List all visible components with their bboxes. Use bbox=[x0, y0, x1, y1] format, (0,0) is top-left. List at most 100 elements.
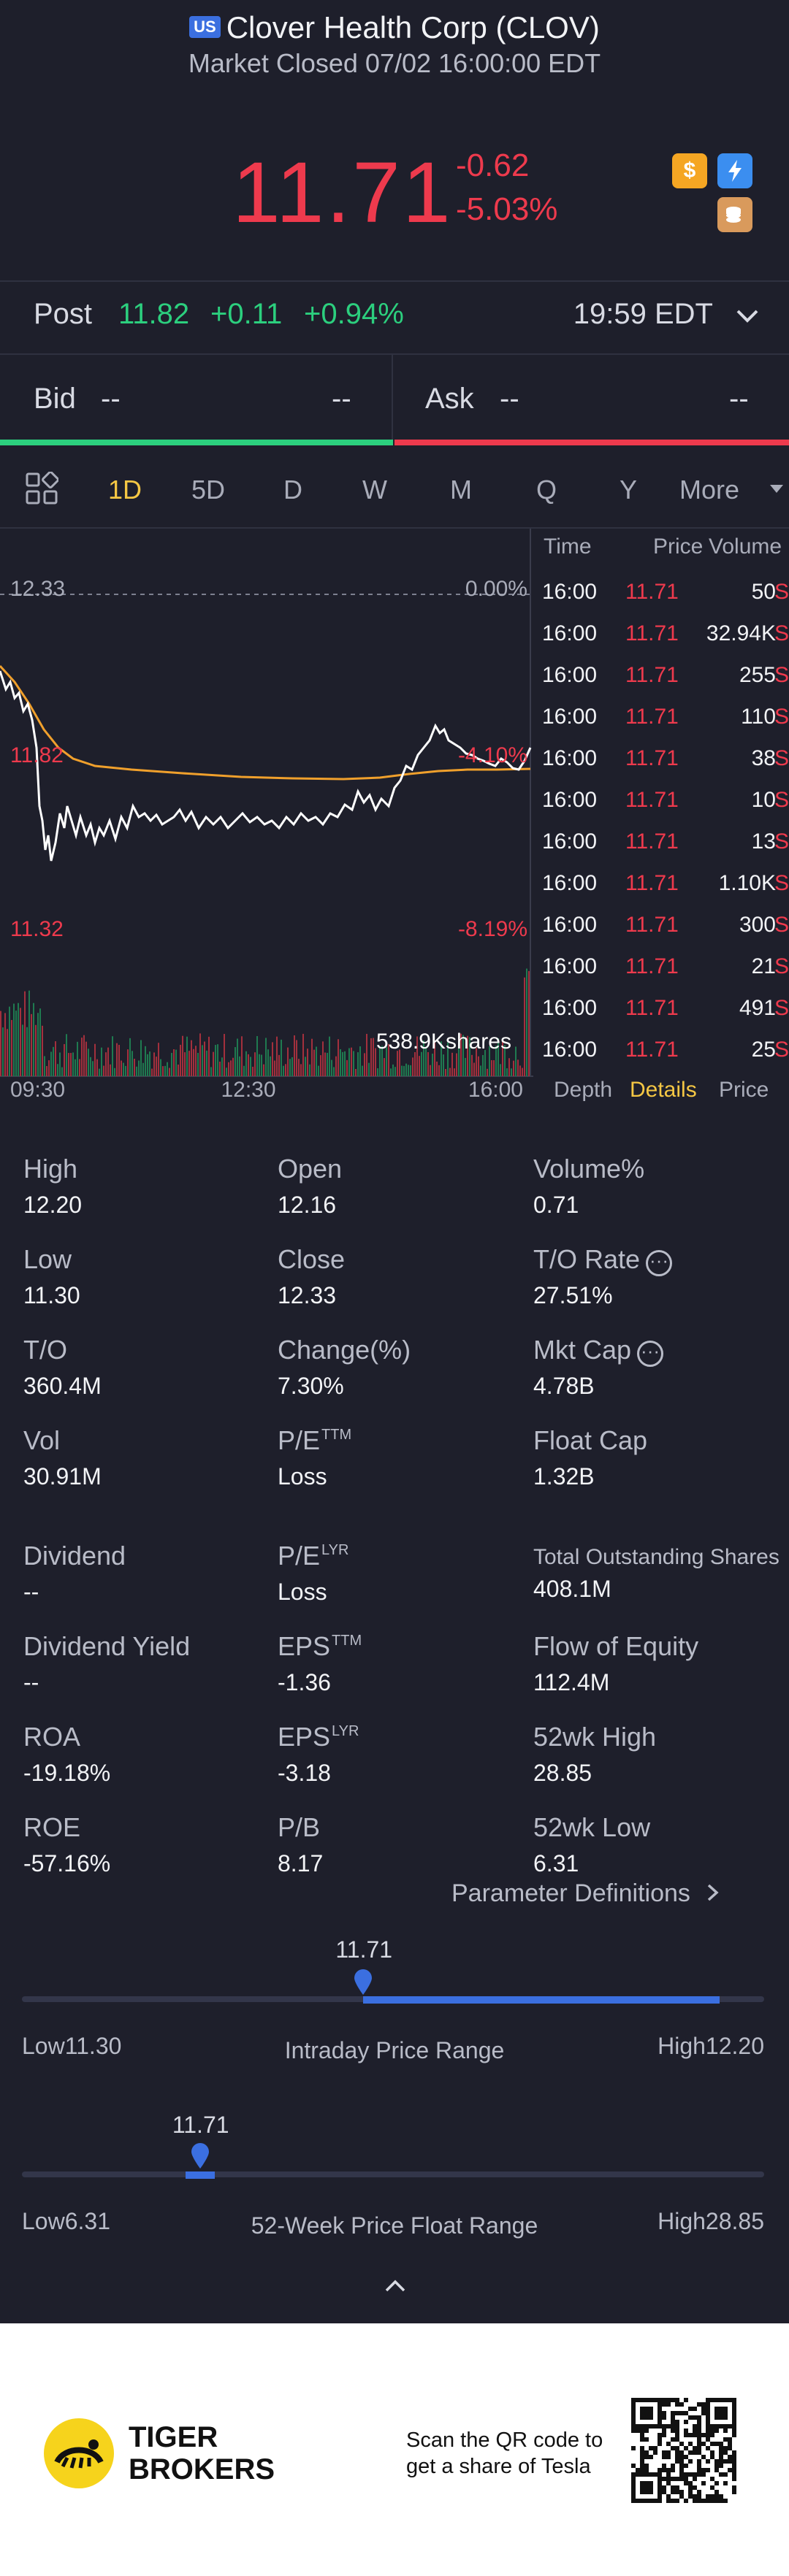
tab-q[interactable]: Q bbox=[536, 475, 557, 505]
tab-w[interactable]: W bbox=[362, 475, 387, 505]
volume-bar bbox=[462, 1035, 464, 1076]
trade-side: S bbox=[774, 663, 789, 687]
stat-change-pct-value: 7.30% bbox=[278, 1373, 344, 1399]
volume-bar bbox=[31, 1013, 32, 1076]
volume-bar bbox=[285, 1064, 286, 1076]
tab-depth[interactable]: Depth bbox=[554, 1078, 613, 1102]
stat-dividend-value: -- bbox=[23, 1579, 39, 1605]
volume-bar bbox=[228, 1062, 229, 1076]
tab-5d[interactable]: 5D bbox=[191, 475, 226, 505]
volume-bar bbox=[99, 1068, 100, 1076]
intraday-chart[interactable]: 12.33 11.82 11.32 0.00% -4.10% -8.19% 53… bbox=[0, 529, 533, 1105]
volume-bar bbox=[473, 1062, 475, 1076]
volume-bar bbox=[331, 1059, 332, 1076]
volume-bar bbox=[7, 1029, 8, 1076]
trade-price: 11.71 bbox=[625, 871, 679, 895]
volume-bar bbox=[451, 1052, 453, 1076]
tab-details[interactable]: Details bbox=[630, 1078, 697, 1102]
volume-bar bbox=[134, 1059, 135, 1076]
volume-bar bbox=[169, 1067, 170, 1076]
volume-bar bbox=[274, 1060, 275, 1076]
volume-bar bbox=[410, 1065, 411, 1076]
tab-m[interactable]: M bbox=[450, 475, 472, 505]
volume-bar bbox=[394, 1067, 396, 1076]
volume-bar bbox=[94, 1043, 96, 1076]
trade-price: 11.71 bbox=[625, 705, 679, 729]
stat-eps-lyr: EPS LYR bbox=[278, 1722, 359, 1752]
dollar-icon[interactable]: $ bbox=[672, 153, 707, 188]
tab-y[interactable]: Y bbox=[620, 475, 638, 505]
trade-side: S bbox=[774, 580, 789, 604]
volume-bar bbox=[215, 1045, 216, 1076]
volume-bar bbox=[173, 1049, 175, 1076]
trade-price: 11.71 bbox=[625, 829, 679, 854]
chevron-down-icon[interactable] bbox=[735, 308, 760, 324]
volume-bar bbox=[419, 1056, 420, 1076]
volume-bar bbox=[235, 1047, 236, 1076]
volume-bar bbox=[355, 1068, 357, 1076]
volume-bar bbox=[305, 1057, 306, 1076]
volume-bar bbox=[348, 1048, 350, 1076]
volume-bar bbox=[9, 1006, 10, 1076]
stat-pe-lyr: P/E LYR bbox=[278, 1541, 348, 1571]
stat-volume-pct-value: 0.71 bbox=[533, 1192, 579, 1218]
tab-price[interactable]: Price bbox=[719, 1078, 769, 1102]
caret-down-icon[interactable] bbox=[769, 483, 785, 495]
stock-title: US Clover Health Corp (CLOV) bbox=[0, 10, 789, 45]
volume-bar bbox=[184, 1052, 186, 1076]
divider bbox=[0, 353, 789, 355]
tab-d[interactable]: D bbox=[283, 475, 302, 505]
brand-line-2: BROKERS bbox=[129, 2453, 275, 2485]
parameter-definitions-link[interactable]: Parameter Definitions bbox=[451, 1879, 720, 1908]
stat-mkt-cap[interactable]: Mkt Cap ··· bbox=[533, 1335, 664, 1367]
trade-volume: 13 bbox=[751, 829, 776, 854]
volume-bar bbox=[454, 1068, 455, 1076]
map-pin-icon bbox=[354, 1969, 373, 1995]
tab-1d[interactable]: 1D bbox=[108, 475, 142, 505]
stock-name: Clover Health Corp (CLOV) bbox=[226, 10, 600, 45]
volume-bar bbox=[230, 1060, 232, 1076]
volume-bar bbox=[199, 1033, 201, 1076]
volume-bar bbox=[287, 1047, 289, 1076]
volume-bar bbox=[366, 1033, 367, 1076]
stat-change-pct-label: Change(%) bbox=[278, 1335, 411, 1365]
chevron-up-icon[interactable] bbox=[384, 2278, 406, 2293]
volume-bar bbox=[167, 1062, 168, 1076]
volume-bar bbox=[88, 1049, 89, 1076]
trade-volume: 491 bbox=[739, 996, 776, 1020]
grid-icon[interactable] bbox=[25, 472, 58, 505]
volume-bar bbox=[81, 1038, 83, 1076]
trade-volume: 10 bbox=[751, 788, 776, 812]
post-market-row[interactable]: Post 11.82 +0.11 +0.94% 19:59 EDT bbox=[0, 282, 789, 355]
volume-bar bbox=[138, 1060, 140, 1076]
lightning-icon[interactable] bbox=[717, 153, 752, 188]
tab-more[interactable]: More bbox=[679, 475, 740, 505]
volume-bar bbox=[226, 1067, 227, 1076]
more-info-icon[interactable]: ··· bbox=[646, 1250, 673, 1276]
volume-bar bbox=[311, 1038, 313, 1076]
trade-side: S bbox=[774, 621, 789, 645]
volume-bar bbox=[210, 1067, 212, 1076]
stat-to-value: 360.4M bbox=[23, 1373, 102, 1399]
volume-bar bbox=[101, 1047, 102, 1076]
volume-bar bbox=[421, 1051, 422, 1076]
coins-icon[interactable] bbox=[717, 197, 752, 232]
volume-bar bbox=[204, 1041, 205, 1076]
volume-bar bbox=[403, 1065, 405, 1076]
stat-pb-value: 8.17 bbox=[278, 1850, 324, 1877]
footer-cta: Scan the QR code to get a share of Tesla bbox=[406, 2427, 603, 2480]
volume-bar bbox=[425, 1046, 427, 1076]
volume-bar bbox=[322, 1041, 324, 1076]
more-info-icon[interactable]: ··· bbox=[637, 1341, 664, 1367]
volume-bar bbox=[77, 1041, 78, 1076]
volume-bar bbox=[502, 1041, 503, 1076]
trade-volume: 38 bbox=[751, 746, 776, 770]
stat-close-label: Close bbox=[278, 1244, 346, 1274]
stat-low-value: 11.30 bbox=[23, 1282, 80, 1308]
volume-bar bbox=[519, 1065, 521, 1076]
stat-to-rate[interactable]: T/O Rate ··· bbox=[533, 1244, 673, 1276]
qr-code[interactable] bbox=[630, 2396, 738, 2504]
trade-time: 16:00 bbox=[542, 829, 598, 854]
volume-bar bbox=[44, 1056, 45, 1076]
volume-bar bbox=[436, 1061, 438, 1076]
